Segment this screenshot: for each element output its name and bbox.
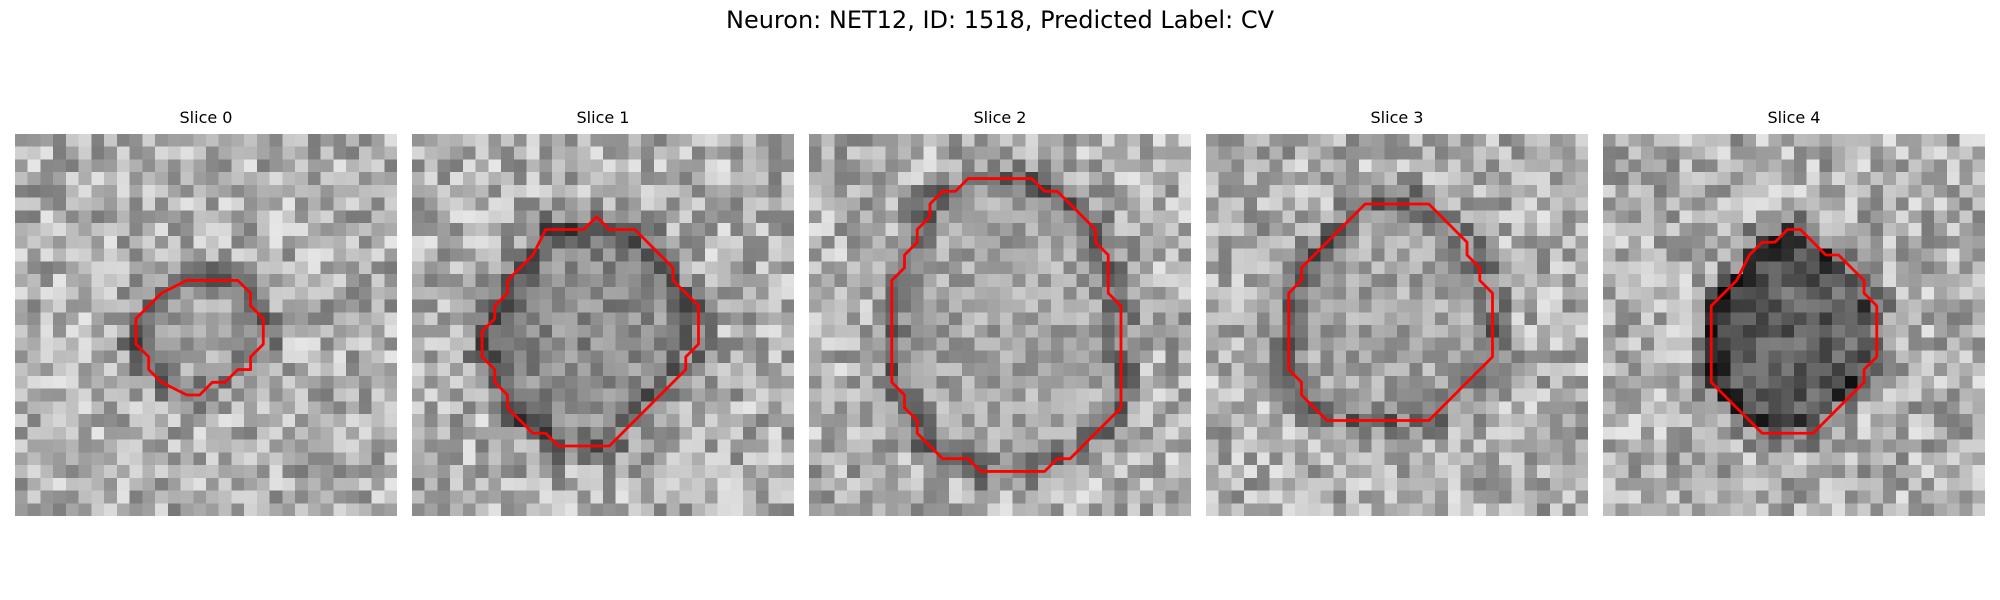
slice-title: Slice 0: [179, 108, 233, 127]
slice-panel-2: Slice 2: [809, 108, 1191, 516]
roi-contour: [890, 177, 1123, 473]
roi-contour: [480, 215, 700, 448]
slice-image: [412, 134, 794, 516]
roi-outline: [1287, 202, 1494, 422]
roi-contour: [134, 279, 265, 397]
slice-image: [1603, 134, 1985, 516]
slice-panel-0: Slice 0: [15, 108, 397, 516]
slice-title: Slice 2: [973, 108, 1027, 127]
roi-outline: [134, 279, 265, 397]
slice-image: [809, 134, 1191, 516]
slice-title: Slice 3: [1370, 108, 1424, 127]
figure-title: Neuron: NET12, ID: 1518, Predicted Label…: [726, 6, 1274, 34]
slice-image: [15, 134, 397, 516]
slice-panel-1: Slice 1: [412, 108, 794, 516]
roi-outline: [1709, 228, 1879, 435]
roi-outline: [890, 177, 1123, 473]
slice-panel-4: Slice 4: [1603, 108, 1985, 516]
roi-contour: [1287, 202, 1494, 422]
roi-outline: [480, 215, 700, 448]
slice-image: [1206, 134, 1588, 516]
slice-panel-3: Slice 3: [1206, 108, 1588, 516]
roi-contour: [1709, 228, 1879, 435]
slice-title: Slice 1: [576, 108, 630, 127]
slice-title: Slice 4: [1767, 108, 1821, 127]
